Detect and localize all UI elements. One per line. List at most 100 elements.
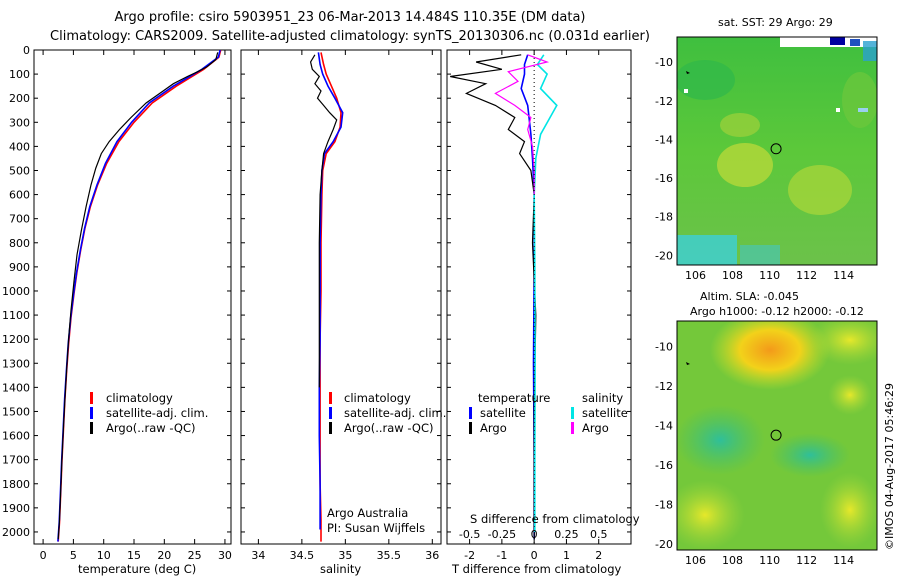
salinity-series-group — [309, 52, 344, 542]
figure-title-line1: Argo profile: csiro 5903951_23 06-Mar-20… — [114, 10, 586, 25]
sst-map — [677, 37, 877, 265]
series-difference-temperature-satellite — [520, 54, 536, 540]
xtick-label-difference-4: 2 — [595, 549, 602, 562]
depth-label-19: 1900 — [2, 502, 30, 515]
depth-label-17: 1700 — [2, 454, 30, 467]
sla-ytick-label-5: -20 — [655, 538, 673, 551]
depth-label-16: 1600 — [2, 430, 30, 443]
sst-ytick-label-1: -12 — [655, 95, 673, 108]
difference-xlabel-bottom: T difference from climatology — [452, 562, 622, 576]
xtick-label-temperature-0: 0 — [40, 549, 47, 562]
xtick-label-difference-1: -1 — [496, 549, 507, 562]
sla-map-frame — [676, 320, 878, 551]
depth-label-11: 1100 — [2, 309, 30, 322]
xtick-label-salinity-4: 36 — [425, 549, 439, 562]
sla-xtick-label-4: 114 — [833, 554, 854, 567]
sst-xtick-label-2: 110 — [759, 269, 780, 282]
salinity-panel-frame — [240, 49, 442, 545]
sla-map-title: Altim. SLA: -0.045 — [700, 290, 800, 303]
salinity-legend-argo: Argo(..raw -QC) — [344, 421, 434, 435]
xtick-label-temperature-5: 25 — [188, 549, 202, 562]
salinity-xlabel: salinity — [320, 562, 362, 576]
sla-map — [677, 321, 877, 550]
xtick-label-difference-3: 1 — [563, 549, 570, 562]
series-difference-salinity-argo — [494, 54, 550, 195]
sst-island-icon — [686, 71, 690, 74]
xtick-label-difference-0: -2 — [464, 549, 475, 562]
diff-legend-temp-satellite: satellite — [480, 406, 526, 420]
difference-panel-frame — [446, 49, 632, 545]
xtick-label-difference-2: 0 — [531, 549, 538, 562]
depth-label-6: 600 — [9, 189, 30, 202]
xtick-label-temperature-1: 5 — [70, 549, 77, 562]
sst-xtick-label-3: 112 — [796, 269, 817, 282]
xtick-label-salinity-0: 34 — [251, 549, 265, 562]
sst-ytick-label-0: -10 — [655, 56, 673, 69]
diff-top-tick-label-4: 0.5 — [590, 528, 608, 541]
xtick-label-salinity-2: 35 — [338, 549, 352, 562]
depth-label-9: 900 — [9, 261, 30, 274]
temperature-legend-argo: Argo(..raw -QC) — [106, 421, 196, 435]
axes-group: 0 5 10 15 20 25 30 34 34.5 35 35.5 36 -2 -1 0 1 20100200… — [2, 44, 854, 567]
depth-label-8: 800 — [9, 237, 30, 250]
depth-label-13: 1300 — [2, 357, 30, 370]
sst-xtick-label-0: 106 — [685, 269, 706, 282]
salinity-annotation-line1: Argo Australia — [327, 506, 409, 520]
sla-xtick-label-1: 108 — [722, 554, 743, 567]
diff-legend-temperature-heading: temperature — [478, 391, 551, 405]
depth-label-20: 2000 — [2, 526, 30, 539]
depth-label-15: 1500 — [2, 405, 30, 418]
depth-label-7: 700 — [9, 213, 30, 226]
series-difference-salinity-satellite — [533, 54, 558, 532]
sla-ytick-label-1: -12 — [655, 380, 673, 393]
xtick-label-temperature-4: 20 — [157, 549, 171, 562]
temperature-series-group — [57, 50, 222, 542]
sla-xtick-label-3: 112 — [796, 554, 817, 567]
depth-label-5: 500 — [9, 164, 30, 177]
sst-map-title: sat. SST: 29 Argo: 29 — [718, 16, 833, 29]
depth-label-4: 400 — [9, 140, 30, 153]
salinity-legend-satellite: satellite-adj. clim. — [344, 406, 447, 420]
legend-swatch-temp-argo — [90, 422, 93, 434]
temperature-legend-climatology: climatology — [106, 391, 173, 405]
figure-title-line2: Climatology: CARS2009. Satellite-adjuste… — [50, 29, 650, 44]
legend-swatch-temp-sat — [90, 407, 93, 419]
diff-legend-sal-satellite: satellite — [582, 406, 628, 420]
temperature-panel-frame — [33, 49, 232, 545]
sst-ytick-label-5: -20 — [655, 249, 673, 262]
sla-ytick-label-3: -16 — [655, 459, 673, 472]
sst-map-frame — [676, 36, 878, 266]
salinity-legend-climatology: climatology — [344, 391, 411, 405]
legend-swatch-diff-temp-sat — [469, 407, 472, 419]
sla-map-subtitle: Argo h1000: -0.12 h2000: -0.12 — [690, 305, 864, 318]
difference-series-group — [450, 54, 558, 540]
sla-argo-position-marker — [770, 429, 782, 441]
diff-top-tick-label-1: -0.25 — [488, 528, 516, 541]
sla-ytick-label-2: -14 — [655, 420, 673, 433]
xtick-label-temperature-2: 10 — [97, 549, 111, 562]
depth-label-1: 100 — [9, 68, 30, 81]
depth-label-14: 1400 — [2, 381, 30, 394]
diff-legend-salinity-heading: salinity — [582, 391, 624, 405]
legend-swatch-sal-clim — [329, 392, 332, 404]
temperature-xlabel: temperature (deg C) — [78, 562, 197, 576]
sst-xtick-label-4: 114 — [833, 269, 854, 282]
series-temperature-argo-raw-qc- — [57, 52, 219, 540]
sla-xtick-label-0: 106 — [685, 554, 706, 567]
xtick-label-salinity-3: 35.5 — [377, 549, 402, 562]
imos-credit: ©IMOS 04-Aug-2017 05:46:29 — [883, 383, 896, 550]
depth-label-3: 300 — [9, 116, 30, 129]
depth-label-12: 1200 — [2, 333, 30, 346]
diff-legend-sal-argo: Argo — [582, 421, 609, 435]
xtick-label-temperature-3: 15 — [127, 549, 141, 562]
sst-argo-position-marker — [770, 143, 782, 155]
difference-xlabel-top: S difference from climatology — [470, 512, 640, 526]
xtick-label-salinity-1: 34.5 — [290, 549, 315, 562]
depth-label-0: 0 — [23, 44, 30, 57]
legend-swatch-sal-sat — [329, 407, 332, 419]
sst-ytick-label-3: -16 — [655, 172, 673, 185]
sst-xtick-label-1: 108 — [722, 269, 743, 282]
sst-ytick-label-4: -18 — [655, 211, 673, 224]
diff-top-tick-label-3: 0.25 — [554, 528, 579, 541]
